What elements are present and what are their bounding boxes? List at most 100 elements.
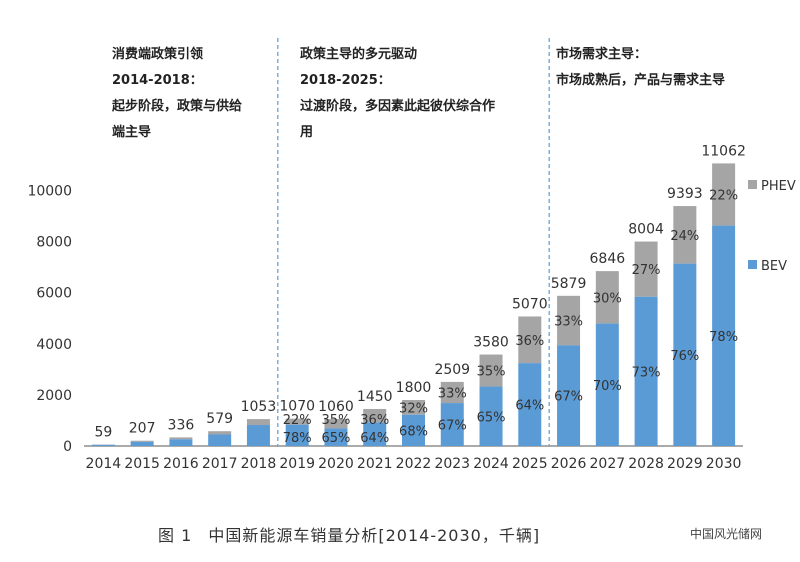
- total-value-label: 59: [94, 424, 112, 440]
- bev-bar: [673, 263, 697, 446]
- x-tick-label: 2019: [279, 456, 315, 472]
- phev-bar: [712, 163, 736, 226]
- total-value-label: 1800: [396, 380, 432, 396]
- bev-bar: [130, 441, 154, 446]
- phev-percent-label: 36%: [515, 334, 544, 349]
- x-tick-label: 2014: [86, 456, 122, 472]
- phev-bar: [130, 440, 154, 442]
- total-value-label: 207: [129, 421, 156, 437]
- x-tick-label: 2023: [434, 456, 470, 472]
- x-tick-label: 2025: [512, 456, 548, 472]
- total-value-label: 2509: [434, 362, 470, 378]
- total-value-label: 336: [168, 417, 195, 433]
- total-value-label: 5070: [512, 296, 548, 312]
- bev-legend-swatch: [748, 260, 757, 269]
- bev-percent-label: 70%: [593, 379, 622, 394]
- bev-bar: [557, 345, 581, 446]
- bev-percent-label: 65%: [477, 410, 506, 425]
- phev-bar: [518, 316, 542, 364]
- y-tick-label: 8000: [36, 235, 72, 251]
- phev-percent-label: 27%: [632, 263, 661, 278]
- x-tick-label: 2016: [163, 456, 199, 472]
- bev-bar: [324, 428, 348, 446]
- x-tick-label: 2026: [551, 456, 587, 472]
- phev-percent-label: 35%: [477, 365, 506, 380]
- bev-bar: [285, 424, 309, 446]
- bev-bar: [595, 323, 619, 446]
- y-tick-label: 0: [63, 439, 72, 455]
- bev-bar: [518, 363, 542, 446]
- x-tick-label: 2022: [396, 456, 432, 472]
- total-value-label: 8004: [628, 222, 664, 238]
- total-value-label: 3580: [473, 335, 509, 351]
- bev-percent-label: 65%: [322, 431, 351, 446]
- bev-bar: [246, 425, 270, 446]
- bev-percent-label: 64%: [360, 431, 389, 446]
- watermark: 中国风光储网: [690, 527, 763, 541]
- x-tick-label: 2020: [318, 456, 354, 472]
- phase-1-label: 消费端政策引领 2014-2018： 起步阶段，政策与供给 端主导: [112, 47, 243, 140]
- bev-percent-label: 76%: [670, 349, 699, 364]
- bev-bar: [169, 439, 193, 446]
- x-tick-label: 2030: [706, 456, 742, 472]
- bev-percent-label: 78%: [283, 431, 312, 446]
- bev-bar: [440, 403, 464, 446]
- phase-3-label: 市场需求主导： 市场成熟后，产品与需求主导: [556, 47, 726, 88]
- phev-bar: [246, 419, 270, 426]
- bev-bar: [402, 414, 425, 446]
- y-tick-label: 6000: [36, 286, 72, 302]
- bev-bar: [634, 296, 658, 446]
- figure-number: 图 1: [158, 526, 193, 545]
- bev-bar: [91, 444, 115, 446]
- x-tick-label: 2017: [202, 456, 238, 472]
- phev-bar: [324, 418, 348, 429]
- phev-percent-label: 35%: [322, 413, 351, 428]
- y-tick-label: 10000: [27, 184, 72, 200]
- total-value-label: 9393: [667, 186, 703, 202]
- phev-percent-label: 33%: [438, 386, 467, 401]
- bev-percent-label: 73%: [632, 365, 661, 380]
- bev-percent-label: 68%: [399, 424, 428, 439]
- bev-bar: [479, 386, 503, 446]
- phev-bar: [363, 408, 387, 423]
- phev-percent-label: 33%: [554, 315, 583, 330]
- total-value-label: 5879: [551, 276, 587, 292]
- total-value-label: 1450: [357, 389, 393, 405]
- bev-percent-label: 78%: [709, 330, 738, 345]
- phev-percent-label: 30%: [593, 291, 622, 306]
- bev-bar: [363, 422, 387, 446]
- phase-2-label: 政策主导的多元驱动 2018-2025： 过渡阶段，多因素此起彼伏综合作 用: [300, 47, 496, 140]
- phev-bar: [557, 295, 581, 346]
- bev-percent-label: 67%: [438, 419, 467, 434]
- x-tick-label: 2015: [124, 456, 160, 472]
- x-tick-label: 2028: [628, 456, 664, 472]
- x-tick-label: 2021: [357, 456, 393, 472]
- phev-percent-label: 24%: [670, 229, 699, 244]
- phev-legend-swatch: [748, 180, 757, 189]
- bev-bar: [208, 434, 232, 446]
- phev-bar: [440, 381, 464, 404]
- y-tick-label: 4000: [36, 337, 72, 353]
- figure-caption: 图 1 中国新能源车销量分析[2014-2030，千辆]: [158, 522, 540, 546]
- y-tick-label: 2000: [36, 388, 72, 404]
- total-value-label: 1053: [241, 399, 277, 415]
- total-value-label: 1060: [318, 399, 354, 415]
- total-value-label: 1070: [279, 399, 315, 415]
- phev-bar: [595, 271, 619, 324]
- phev-bar: [634, 241, 658, 297]
- phev-percent-label: 22%: [283, 413, 312, 428]
- figure-title: 中国新能源车销量分析[2014-2030，千辆]: [208, 526, 541, 545]
- total-value-label: 579: [206, 411, 233, 427]
- total-value-label: 11062: [701, 143, 746, 159]
- bev-bar: [712, 225, 736, 446]
- x-tick-label: 2027: [590, 456, 626, 472]
- bev-percent-label: 64%: [515, 399, 544, 414]
- phev-percent-label: 22%: [709, 189, 738, 204]
- phev-bar: [479, 354, 503, 387]
- x-tick-label: 2029: [667, 456, 703, 472]
- phev-bar: [169, 437, 193, 440]
- bev-percent-label: 67%: [554, 390, 583, 405]
- phev-bar: [673, 206, 697, 264]
- bev-legend-label: BEV: [761, 259, 787, 274]
